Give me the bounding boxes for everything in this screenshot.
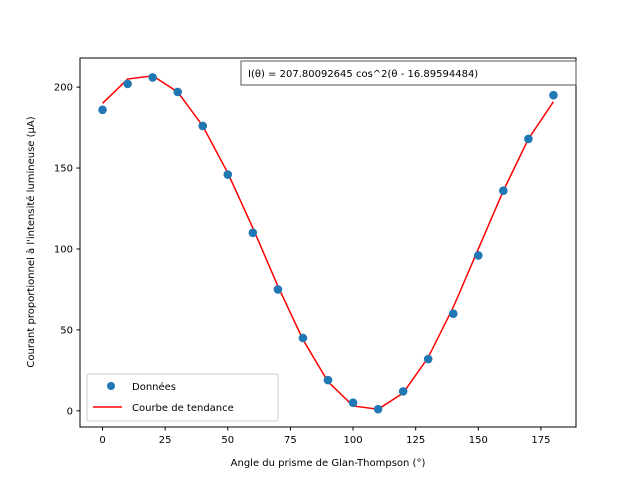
legend-label-courbe: Courbe de tendance: [132, 403, 234, 414]
legend: Données Courbe de tendance: [86, 373, 279, 422]
data-point: [373, 404, 383, 414]
data-point: [323, 375, 333, 385]
x-tick-label: 25: [159, 435, 172, 446]
x-tick-label: 175: [531, 435, 550, 446]
x-tick-label: 150: [469, 435, 488, 446]
x-axis-label: Angle du prisme de Glan-Thompson (°): [231, 458, 426, 469]
data-point: [348, 398, 358, 408]
data-point: [148, 73, 157, 82]
y-tick-label: 50: [60, 325, 73, 336]
x-tick-label: 75: [284, 435, 297, 446]
legend-marker-donnees: [107, 382, 115, 390]
x-axis: 0 25 50 75 100 125 150 175: [99, 427, 550, 446]
annotation-box: I(θ) = 207.80092645 cos^2(θ - 16.8959448…: [240, 60, 577, 86]
data-point: [223, 170, 233, 179]
data-point: [448, 309, 458, 319]
y-tick-label: 150: [54, 164, 73, 175]
data-point: [123, 79, 132, 89]
y-tick-label: 100: [54, 244, 73, 255]
data-point: [98, 105, 107, 115]
data-point: [198, 121, 208, 131]
x-tick-label: 100: [344, 435, 363, 446]
data-point: [524, 134, 533, 144]
x-tick-label: 125: [406, 435, 425, 446]
x-tick-label: 50: [221, 435, 234, 446]
data-point: [474, 251, 483, 260]
data-point: [499, 186, 508, 196]
data-point: [549, 90, 558, 100]
y-tick-label: 200: [54, 83, 73, 94]
y-tick-label: 0: [67, 406, 73, 417]
data-point: [398, 387, 408, 396]
trend-line: [102, 75, 555, 410]
plot-marks: [98, 73, 558, 414]
data-point: [423, 354, 433, 364]
legend-label-donnees: Données: [132, 381, 176, 393]
data-point: [248, 228, 258, 238]
data-point: [173, 87, 182, 97]
data-point: [273, 285, 283, 294]
fit-equation: I(θ) = 207.80092645 cos^2(θ - 16.8959448…: [248, 69, 478, 80]
y-axis: 0 50 100 150 200: [54, 83, 80, 417]
y-axis-label: Courant proportionnel à l'intensité lumi…: [25, 116, 37, 367]
data-point: [298, 333, 308, 343]
axes-frame: [79, 57, 577, 428]
x-tick-label: 0: [99, 435, 105, 446]
